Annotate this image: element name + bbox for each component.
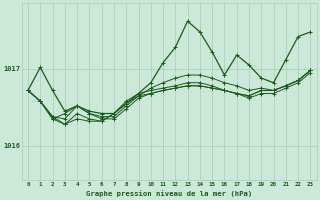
X-axis label: Graphe pression niveau de la mer (hPa): Graphe pression niveau de la mer (hPa) bbox=[86, 190, 252, 197]
